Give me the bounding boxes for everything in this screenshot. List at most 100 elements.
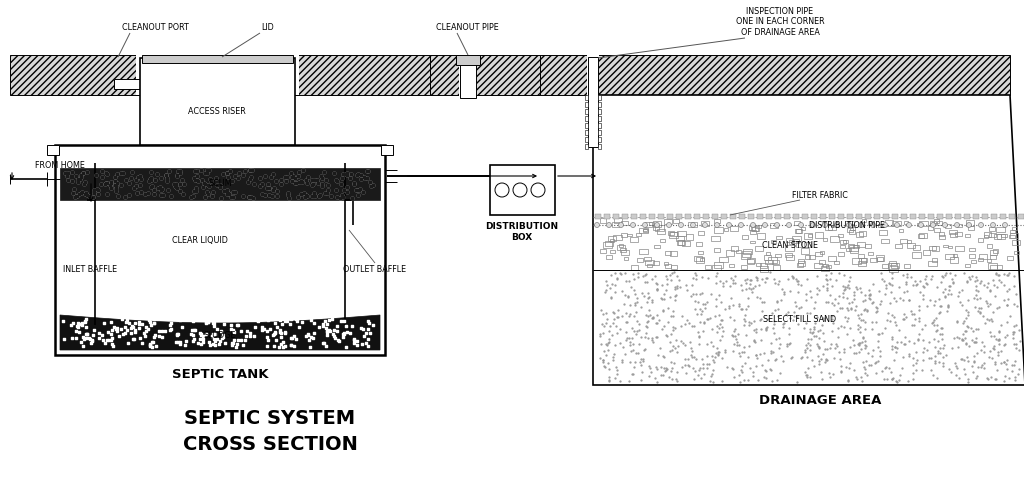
Point — [351, 185, 368, 192]
Point — [199, 318, 215, 325]
Point — [328, 177, 344, 184]
Point — [644, 336, 660, 343]
Point — [141, 340, 158, 348]
Bar — [746, 259, 755, 264]
Point — [796, 324, 812, 331]
Point — [267, 328, 284, 336]
Point — [348, 186, 365, 194]
Point — [857, 365, 873, 373]
Point — [896, 288, 912, 296]
Point — [261, 191, 278, 199]
Bar — [1007, 255, 1013, 260]
Point — [120, 339, 136, 347]
Point — [642, 368, 658, 375]
Point — [142, 174, 159, 181]
Point — [915, 283, 932, 291]
Point — [957, 340, 974, 348]
Point — [75, 169, 91, 177]
Point — [631, 326, 647, 334]
Bar — [609, 250, 615, 253]
Bar — [622, 250, 630, 255]
Point — [172, 340, 188, 348]
Point — [626, 287, 642, 294]
Point — [715, 280, 731, 288]
Point — [130, 173, 146, 181]
Bar — [830, 236, 839, 241]
Bar — [808, 234, 812, 237]
Point — [754, 360, 770, 368]
Point — [280, 192, 296, 199]
Point — [762, 365, 778, 372]
Point — [886, 313, 902, 321]
Point — [109, 170, 125, 178]
Point — [233, 328, 250, 336]
Bar — [639, 228, 647, 233]
Point — [206, 322, 222, 330]
Point — [684, 323, 700, 330]
Point — [790, 313, 806, 321]
Point — [121, 179, 137, 187]
Point — [346, 335, 362, 343]
Point — [972, 279, 988, 287]
Point — [1007, 340, 1023, 348]
Bar — [749, 226, 755, 230]
Point — [79, 330, 95, 338]
Point — [209, 181, 225, 189]
Point — [850, 340, 866, 348]
Point — [759, 323, 775, 330]
Point — [946, 271, 963, 278]
Point — [786, 312, 803, 319]
Bar — [618, 244, 624, 247]
Point — [644, 296, 660, 303]
Point — [202, 175, 218, 183]
Point — [1001, 374, 1018, 382]
Point — [97, 179, 114, 187]
Point — [349, 171, 366, 179]
Point — [68, 193, 84, 201]
Point — [283, 341, 299, 348]
Point — [783, 272, 800, 280]
Point — [935, 344, 951, 352]
Point — [802, 325, 818, 333]
Point — [195, 183, 211, 191]
Point — [291, 168, 307, 176]
Point — [299, 192, 315, 200]
Point — [289, 317, 305, 325]
Point — [924, 272, 940, 280]
Point — [741, 343, 758, 350]
Point — [666, 323, 682, 331]
Bar — [637, 258, 643, 263]
Point — [597, 288, 613, 296]
Point — [971, 304, 987, 312]
Point — [986, 360, 1002, 368]
Point — [86, 186, 102, 193]
Point — [170, 168, 186, 175]
Point — [283, 315, 299, 323]
Point — [927, 352, 943, 360]
Point — [649, 319, 666, 327]
Bar — [857, 242, 864, 247]
Point — [172, 338, 188, 346]
Point — [725, 347, 741, 355]
Point — [199, 167, 215, 174]
Point — [877, 290, 893, 298]
Bar — [892, 214, 898, 219]
Point — [351, 185, 368, 192]
Point — [281, 194, 297, 202]
Point — [291, 179, 307, 186]
Point — [901, 296, 918, 304]
Point — [820, 370, 837, 377]
Point — [620, 292, 636, 300]
Point — [186, 326, 203, 334]
Point — [770, 334, 786, 342]
Point — [281, 194, 297, 202]
Bar — [658, 214, 664, 219]
Point — [873, 367, 890, 375]
Bar — [883, 214, 889, 219]
Point — [155, 185, 171, 192]
Point — [988, 270, 1005, 278]
Point — [965, 368, 981, 376]
Point — [629, 317, 645, 325]
Bar — [585, 137, 588, 142]
Bar — [792, 236, 801, 241]
